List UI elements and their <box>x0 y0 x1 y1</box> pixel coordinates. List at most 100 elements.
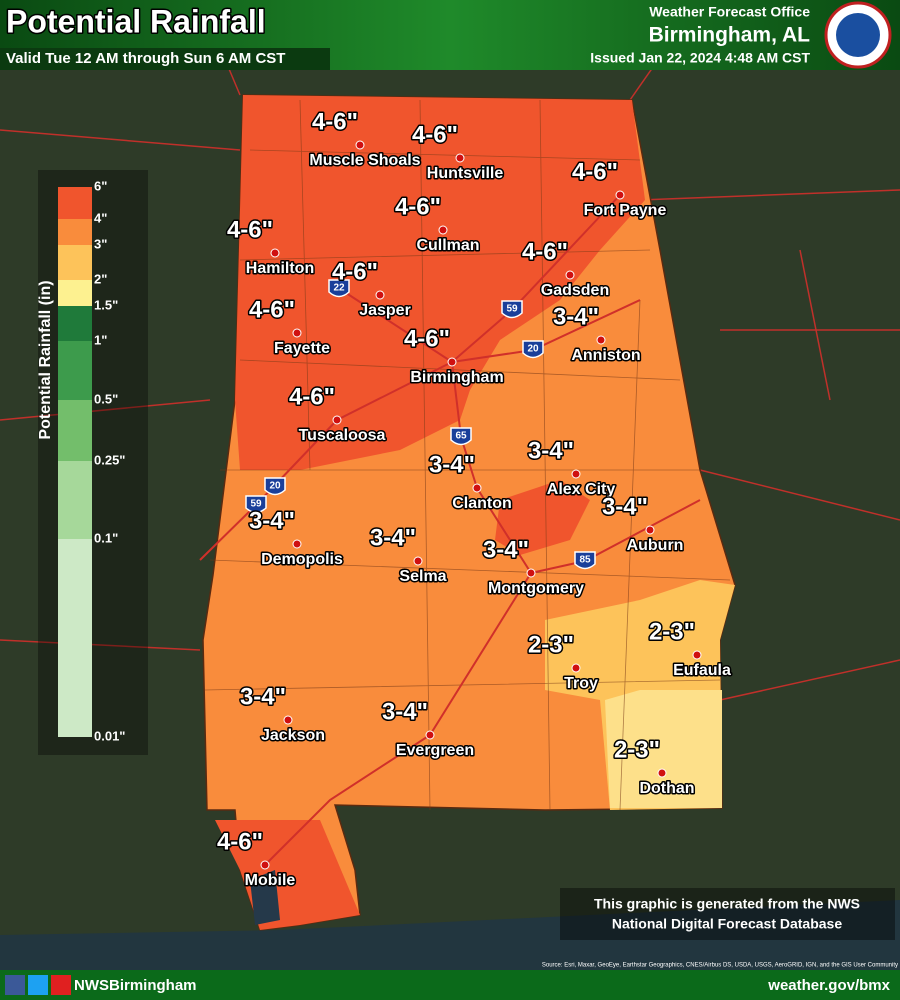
city-amount: 4-6" <box>572 158 618 185</box>
city-name: Muscle Shoals <box>309 152 420 169</box>
legend-label: 4" <box>94 210 107 225</box>
legend-swatch <box>58 461 92 539</box>
mobile-bay <box>250 870 280 925</box>
city-dot <box>283 715 293 725</box>
title: Potential Rainfall <box>6 3 266 39</box>
city-name: Evergreen <box>396 742 474 759</box>
city-amount: 3-4" <box>553 303 599 330</box>
city-amount: 4-6" <box>332 258 378 285</box>
city-amount: 4-6" <box>217 828 263 855</box>
legend-label: 0.25" <box>94 452 125 467</box>
office-city: Birmingham, AL <box>649 24 811 47</box>
zone-4-6 <box>235 95 645 470</box>
city-dot <box>438 225 448 235</box>
city-amount: 3-4" <box>483 536 529 563</box>
interstate-shield <box>264 477 286 496</box>
city-dot <box>565 270 575 280</box>
city-name: Huntsville <box>427 165 504 182</box>
city-name: Eufaula <box>673 662 731 679</box>
interstate-shield <box>245 495 267 514</box>
zone-4-6 <box>495 480 590 555</box>
city-amount: 3-4" <box>249 507 295 534</box>
city-name: Hamilton <box>246 260 314 277</box>
city-dot <box>526 568 536 578</box>
city-dot <box>596 335 606 345</box>
legend-swatch <box>58 341 92 400</box>
social-handle[interactable]: NWSBirmingham <box>74 977 197 994</box>
interstate-label: 20 <box>527 344 539 355</box>
youtube-icon[interactable] <box>51 975 71 995</box>
city-amount: 4-6" <box>404 325 450 352</box>
interstate-label: 20 <box>269 481 281 492</box>
city-amount: 4-6" <box>412 121 458 148</box>
interstate-label: 65 <box>455 431 467 442</box>
legend-swatch <box>58 187 92 219</box>
city-dot <box>472 483 482 493</box>
legend-swatch <box>58 539 92 737</box>
city-dot <box>571 469 581 479</box>
office: Weather Forecast Office <box>649 4 810 20</box>
zone-4-6 <box>215 820 360 930</box>
city-name: Jasper <box>359 302 411 319</box>
city-dot <box>332 415 342 425</box>
legend-swatch <box>58 400 92 461</box>
interstate-shield <box>501 300 523 319</box>
city-amount: 2-3" <box>649 618 695 645</box>
city-dot <box>692 650 702 660</box>
city-name: Tuscaloosa <box>299 427 386 444</box>
city-name: Dothan <box>639 780 694 797</box>
legend-label: 6" <box>94 178 107 193</box>
city-amount: 4-6" <box>289 383 335 410</box>
disclaimer: National Digital Forecast Database <box>612 916 843 932</box>
interstate-label: 85 <box>579 555 591 566</box>
legend-swatch <box>58 306 92 341</box>
city-dot <box>447 357 457 367</box>
city-name: Demopolis <box>261 551 343 568</box>
city-dot <box>657 768 667 778</box>
legend-label: 1" <box>94 332 107 347</box>
interstate-shield <box>450 427 472 446</box>
facebook-icon[interactable] <box>5 975 25 995</box>
interstate-shield <box>574 551 596 570</box>
legend-swatch <box>58 245 92 280</box>
city-amount: 2-3" <box>614 736 660 763</box>
legend-label: 1.5" <box>94 297 118 312</box>
city-dot <box>355 140 365 150</box>
issued: Issued Jan 22, 2024 4:48 AM CST <box>590 50 810 66</box>
county-lines <box>204 99 731 811</box>
city-dot <box>571 663 581 673</box>
city-name: Gadsden <box>541 282 609 299</box>
city-amount: 3-4" <box>528 437 574 464</box>
city-amount: 4-6" <box>522 238 568 265</box>
city-name: Clanton <box>452 495 512 512</box>
city-amount: 3-4" <box>370 524 416 551</box>
city-dot <box>270 248 280 258</box>
interstate-shield <box>328 279 350 298</box>
city-amount: 4-6" <box>249 296 295 323</box>
legend-label: 2" <box>94 271 107 286</box>
city-amount: 3-4" <box>429 451 475 478</box>
valid-bar <box>0 48 330 70</box>
interstate-label: 59 <box>250 499 262 510</box>
city-name: Birmingham <box>410 369 503 386</box>
legend-swatch <box>58 280 92 306</box>
nws-logo-inner <box>836 13 880 57</box>
city-dot <box>375 290 385 300</box>
legend-swatch <box>58 219 92 245</box>
city-name: Cullman <box>416 237 479 254</box>
city-amount: 2-3" <box>528 631 574 658</box>
city-dot <box>260 860 270 870</box>
gulf <box>0 900 900 970</box>
city-amount: 3-4" <box>240 683 286 710</box>
city-amount: 3-4" <box>382 698 428 725</box>
website[interactable]: weather.gov/bmx <box>767 977 890 994</box>
legend-label: 0.5" <box>94 391 118 406</box>
disclaimer-box <box>560 888 895 940</box>
legend-title: Potential Rainfall (in) <box>37 280 54 439</box>
city-dot <box>615 190 625 200</box>
twitter-icon[interactable] <box>28 975 48 995</box>
city-name: Fayette <box>274 340 330 357</box>
city-amount: 4-6" <box>312 108 358 135</box>
